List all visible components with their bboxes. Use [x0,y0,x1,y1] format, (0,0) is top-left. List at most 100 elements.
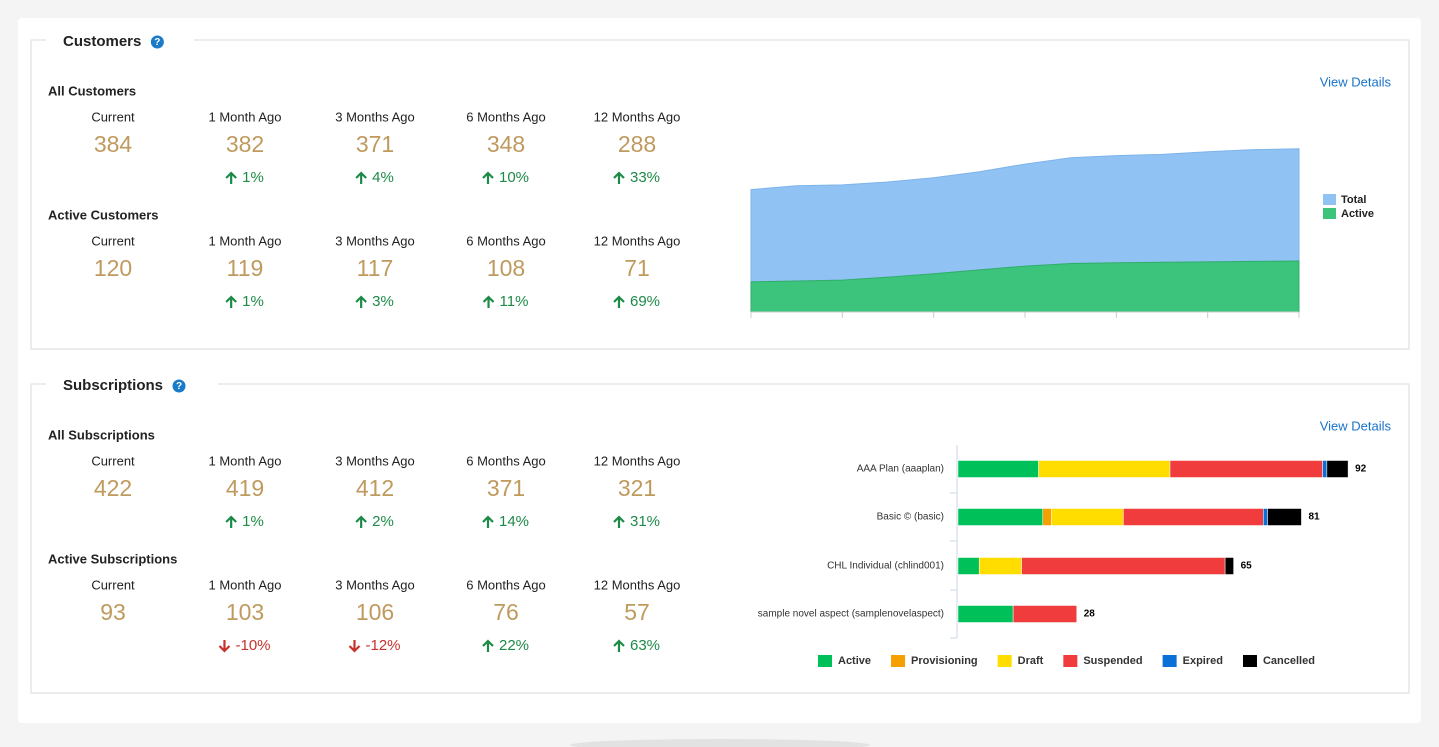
bar-segment [1038,460,1171,478]
stat-change: 4% [372,169,394,186]
stat-value: 419 [226,475,264,501]
change-arrow [225,295,237,308]
change-arrow [348,640,361,653]
stat-value: 384 [94,131,133,157]
change-arrow [355,295,367,308]
bar-segment [957,508,1044,526]
stat-value: 371 [356,131,394,157]
legend-swatch [1323,194,1336,205]
group-title: Active Customers [48,207,159,222]
stat-change: 1% [242,513,264,530]
stat-value: 422 [94,475,132,501]
legend-label: Suspended [1083,655,1142,667]
section-title: Subscriptions [63,377,163,394]
stat-label: 6 Months Ago [466,109,546,124]
category-label: Basic © (basic) [877,512,944,523]
legend-swatch [891,655,906,667]
bar-segment [957,557,980,575]
stat-value: 106 [356,599,394,625]
stat-label: 3 Months Ago [335,233,415,248]
stat-label: 1 Month Ago [209,453,282,468]
stat-label: 12 Months Ago [594,233,681,248]
category-label: sample novel aspect (samplenovelaspect) [758,609,944,620]
bar-segment [1322,460,1328,478]
legend-swatch [1063,655,1078,667]
help-icon-mark[interactable]: ? [176,381,182,392]
stat-label: 1 Month Ago [209,109,282,124]
bar-segment [957,605,1014,623]
stat-change: -10% [235,637,270,654]
stat-value: 71 [624,255,650,281]
help-icon-mark[interactable]: ? [154,37,160,48]
total-label: 81 [1308,512,1320,523]
change-arrow [613,515,625,528]
stat-label: Current [91,453,135,468]
stat-value: 382 [226,131,264,157]
legend-label: Expired [1183,655,1223,667]
stat-change: 2% [372,513,394,530]
view-details[interactable]: View Details [1320,418,1392,433]
change-arrow [613,639,625,652]
bar-segment [1326,460,1349,478]
stat-value: 108 [487,255,525,281]
total-label: 28 [1084,609,1096,620]
stat-change: 69% [630,293,660,310]
change-arrow [355,171,367,184]
legend-swatch [997,655,1012,667]
change-arrow [218,640,231,653]
stat-value: 288 [618,131,656,157]
stat-change: 11% [500,293,529,310]
stat-label: 12 Months Ago [594,577,681,592]
section-box [30,39,1410,350]
change-arrow [225,171,237,184]
stat-label: Current [91,109,135,124]
stat-label: 1 Month Ago [209,577,282,592]
bar-segment [1042,508,1052,526]
help-icon[interactable] [150,35,164,49]
total-label: 92 [1355,464,1367,475]
help-icon[interactable] [172,379,186,393]
section-title: Customers [63,33,141,50]
stat-label: Current [91,233,135,248]
bar-segment [1224,557,1234,575]
stat-change: 1% [242,293,264,310]
stat-label: 3 Months Ago [335,577,415,592]
change-arrow [355,515,367,528]
stat-label: 3 Months Ago [335,109,415,124]
legend-label: Active [838,655,871,667]
legend-label: Provisioning [911,655,978,667]
change-arrow [613,295,625,308]
bar-segment [957,460,1039,478]
bar-segment [1123,508,1264,526]
legend-swatch [1162,655,1177,667]
view-details[interactable]: View Details [1320,74,1392,89]
legend-label: Cancelled [1263,655,1315,667]
group-title: Active Subscriptions [48,551,177,566]
stat-value: 412 [356,475,394,501]
category-label: CHL Individual (chlind001) [827,561,944,572]
stat-label: 6 Months Ago [466,577,546,592]
group-title: All Customers [48,83,136,98]
stat-label: Current [91,577,135,592]
stat-label: 1 Month Ago [209,233,282,248]
bar-segment [1267,508,1302,526]
legend-label: Active [1341,208,1374,220]
stat-label: 12 Months Ago [594,109,681,124]
change-arrow [482,171,494,184]
stat-value: 120 [94,255,132,281]
area [750,260,1300,313]
group-title: All Subscriptions [48,427,155,442]
change-arrow [482,295,495,308]
stat-value: 103 [226,599,264,625]
legend-swatch [1242,655,1257,667]
stat-label: 12 Months Ago [594,453,681,468]
stat-change: 33% [630,169,660,186]
legend-swatch [1323,208,1336,219]
stat-label: 3 Months Ago [335,453,415,468]
bar-segment [1012,605,1077,623]
shadow [570,739,870,747]
category-label: AAA Plan (aaaplan) [857,464,944,475]
stat-value: 321 [618,475,656,501]
